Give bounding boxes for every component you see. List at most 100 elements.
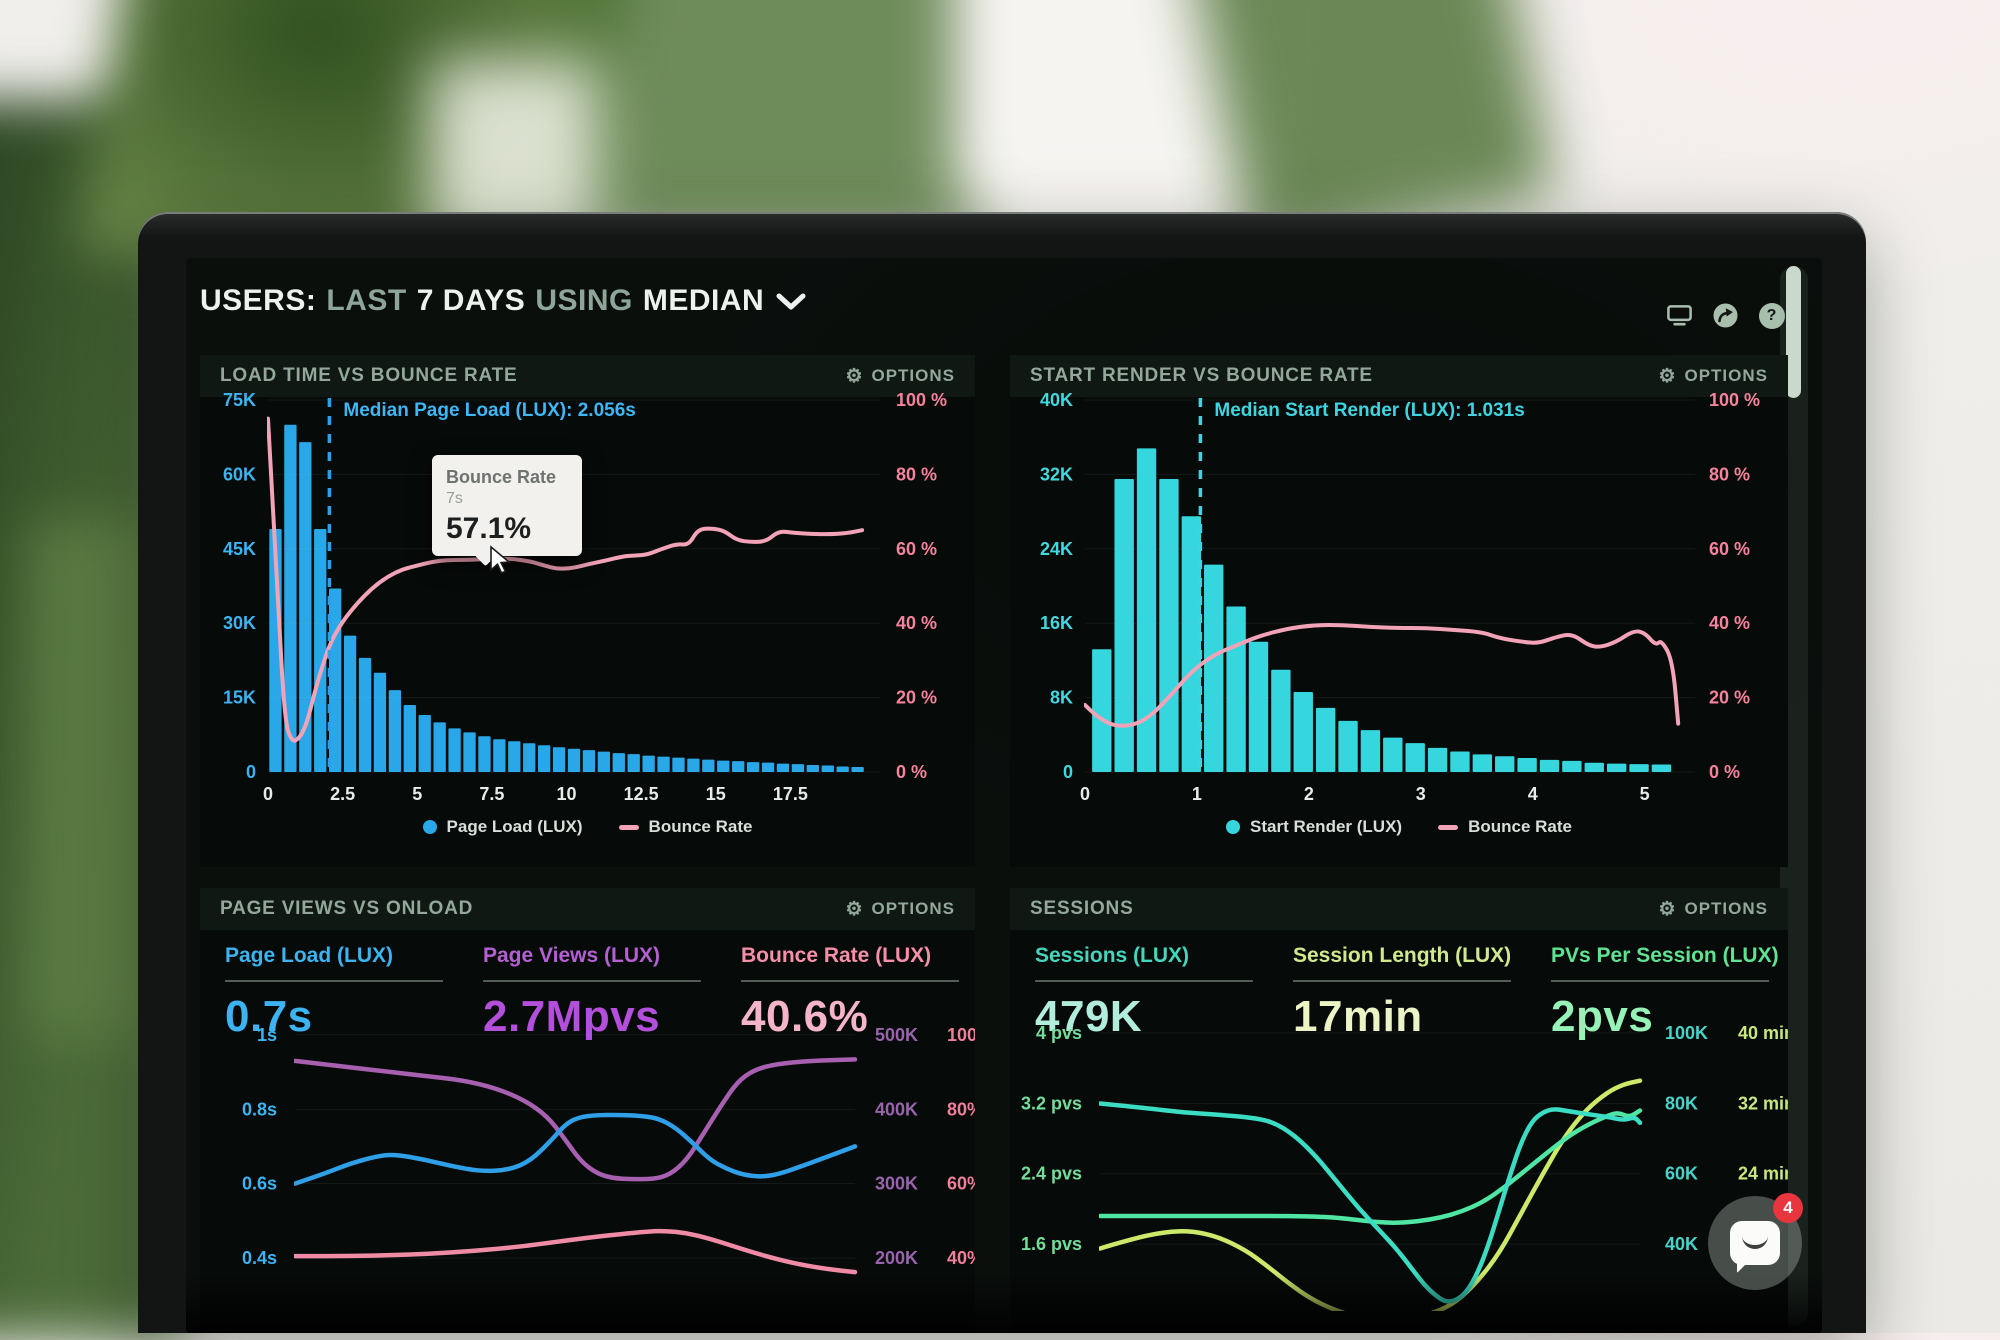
panel-title: LOAD TIME VS BOUNCE RATE	[220, 365, 518, 386]
svg-text:40K: 40K	[1665, 1234, 1698, 1254]
svg-text:40%: 40%	[947, 1248, 975, 1268]
options-button[interactable]: ⚙ OPTIONS	[1658, 898, 1768, 920]
svg-text:45K: 45K	[223, 539, 256, 559]
tooltip-value: 57.1%	[446, 512, 532, 545]
title-median: MEDIAN	[642, 284, 765, 317]
legend-item[interactable]: Bounce Rate	[618, 817, 752, 837]
svg-text:60%: 60%	[947, 1174, 975, 1194]
metric-value: 2pvs	[1551, 992, 1654, 1041]
metric-page-views: Page Views (LUX) 2.7Mpvs	[483, 944, 741, 1042]
metric-value: 0.7s	[225, 992, 313, 1041]
title-using: USING	[535, 284, 633, 317]
metric-pvs-per-session: PVs Per Session (LUX) 2pvs	[1551, 944, 1809, 1042]
svg-text:32K: 32K	[1040, 464, 1073, 484]
chart-tooltip: Bounce Rate 7s 57.1%	[432, 455, 582, 556]
title-last: LAST	[326, 284, 407, 317]
svg-text:60K: 60K	[1665, 1164, 1698, 1184]
panel-header: PAGE VIEWS VS ONLOAD ⚙ OPTIONS	[200, 888, 975, 930]
svg-text:15K: 15K	[223, 688, 256, 708]
options-button[interactable]: ⚙ OPTIONS	[845, 898, 955, 920]
page-views-chart: 1s 500K 100% 0.8s 400K 80% 0.6s 300K 60% 0.4s 200K…	[242, 1025, 975, 1275]
metric-underline	[741, 980, 959, 982]
panel-title: SESSIONS	[1030, 898, 1134, 919]
metric-value: 17min	[1293, 992, 1423, 1041]
mouse-cursor	[488, 545, 514, 580]
svg-text:80 %: 80 %	[896, 464, 937, 484]
legend-label: Page Load (LUX)	[446, 817, 583, 836]
svg-text:75K: 75K	[223, 390, 256, 410]
svg-text:40 min: 40 min	[1738, 1023, 1788, 1043]
svg-text:2: 2	[1304, 784, 1314, 804]
svg-text:0.8s: 0.8s	[242, 1099, 277, 1119]
chevron-down-icon[interactable]	[776, 286, 806, 320]
users-filter-dropdown[interactable]: USERS: LAST 7 DAYS USING MEDIAN	[200, 284, 806, 320]
metric-underline	[225, 980, 443, 982]
options-button[interactable]: ⚙ OPTIONS	[1658, 365, 1768, 387]
svg-text:17.5: 17.5	[773, 784, 808, 804]
metric-page-load: Page Load (LUX) 0.7s	[225, 944, 483, 1042]
gear-icon: ⚙	[845, 898, 864, 920]
panel-page-views-vs-onload: PAGE VIEWS VS ONLOAD ⚙ OPTIONS Page Load …	[200, 888, 975, 1333]
svg-text:2.4 pvs: 2.4 pvs	[1021, 1164, 1082, 1184]
metric-value: 40.6%	[741, 992, 869, 1041]
title-users: USERS:	[200, 284, 317, 317]
title-7days: 7 DAYS	[416, 284, 526, 317]
panel-title: PAGE VIEWS VS ONLOAD	[220, 898, 474, 919]
legend-line-swatch	[1438, 824, 1459, 830]
svg-text:100K: 100K	[1665, 1023, 1708, 1043]
panel-title: START RENDER VS BOUNCE RATE	[1030, 365, 1373, 386]
svg-text:32 min: 32 min	[1738, 1094, 1788, 1114]
panel-load-time-vs-bounce-rate: LOAD TIME VS BOUNCE RATE ⚙ OPTIONS 0 0 % 15…	[200, 355, 975, 867]
panel-header: START RENDER VS BOUNCE RATE ⚙ OPTIONS	[1010, 355, 1788, 397]
svg-text:30K: 30K	[223, 613, 256, 633]
legend-dot-swatch	[422, 820, 437, 834]
header-toolbar: ?	[1666, 302, 1785, 329]
chart-legend: Start Render (LUX) Bounce Rate	[1010, 817, 1788, 837]
svg-text:0: 0	[1080, 784, 1090, 804]
tooltip-series: Bounce Rate	[446, 467, 557, 487]
svg-text:24K: 24K	[1040, 539, 1073, 559]
legend-dot-swatch	[1226, 820, 1240, 834]
svg-text:1.6 pvs: 1.6 pvs	[1021, 1234, 1082, 1254]
svg-text:40K: 40K	[1040, 390, 1073, 410]
svg-text:400K: 400K	[875, 1099, 918, 1119]
legend-item[interactable]: Bounce Rate	[1438, 817, 1572, 837]
svg-text:60 %: 60 %	[896, 539, 937, 559]
metric-underline	[1551, 980, 1769, 982]
smile-icon	[1742, 1232, 1768, 1249]
svg-text:4 pvs: 4 pvs	[1036, 1023, 1082, 1043]
svg-text:80%: 80%	[947, 1099, 975, 1119]
chat-launcher[interactable]: 4	[1708, 1193, 1803, 1290]
svg-text:16K: 16K	[1040, 613, 1073, 633]
legend-item[interactable]: Page Load (LUX)	[422, 817, 583, 837]
svg-text:12.5: 12.5	[624, 784, 659, 804]
svg-text:80 %: 80 %	[1709, 464, 1750, 484]
sessions-chart: 4 pvs 100K 40 min 3.2 pvs 80K 32 min 2.4 pvs 60…	[1021, 1023, 1788, 1311]
dashboard-screen: USERS: LAST 7 DAYS USING MEDIAN ? LOAD TIME …	[186, 258, 1822, 1333]
metrics-row: Page Load (LUX) 0.7s Page Views (LUX) 2.…	[225, 944, 999, 1042]
svg-text:0: 0	[263, 784, 273, 804]
legend-item[interactable]: Start Render (LUX)	[1226, 817, 1402, 837]
svg-text:Median Start Render (LUX): 1.0: Median Start Render (LUX): 1.031s	[1214, 400, 1524, 421]
svg-text:1s: 1s	[257, 1025, 277, 1045]
gear-icon: ⚙	[1658, 898, 1677, 920]
svg-text:Median Page Load (LUX): 2.056s: Median Page Load (LUX): 2.056s	[343, 400, 635, 421]
svg-text:0: 0	[246, 762, 256, 782]
share-icon[interactable]	[1712, 302, 1739, 329]
svg-text:100 %: 100 %	[1709, 390, 1760, 410]
plant-leaf-blur	[555, 0, 985, 240]
panel-start-render-vs-bounce-rate: START RENDER VS BOUNCE RATE ⚙ OPTIONS 0 0 …	[1010, 355, 1788, 867]
display-icon[interactable]	[1666, 302, 1693, 329]
help-icon[interactable]: ?	[1758, 302, 1785, 329]
svg-text:15: 15	[706, 784, 726, 804]
chat-unread-badge: 4	[1773, 1193, 1803, 1223]
svg-text:7.5: 7.5	[479, 784, 504, 804]
metrics-row: Sessions (LUX) 479K Session Length (LUX)…	[1035, 944, 1809, 1042]
gear-icon: ⚙	[1658, 365, 1677, 387]
legend-label: Start Render (LUX)	[1250, 817, 1403, 836]
options-button[interactable]: ⚙ OPTIONS	[845, 365, 955, 387]
svg-text:200K: 200K	[875, 1248, 918, 1268]
svg-text:40 %: 40 %	[1709, 613, 1750, 633]
scrollbar-thumb[interactable]	[1786, 266, 1801, 398]
